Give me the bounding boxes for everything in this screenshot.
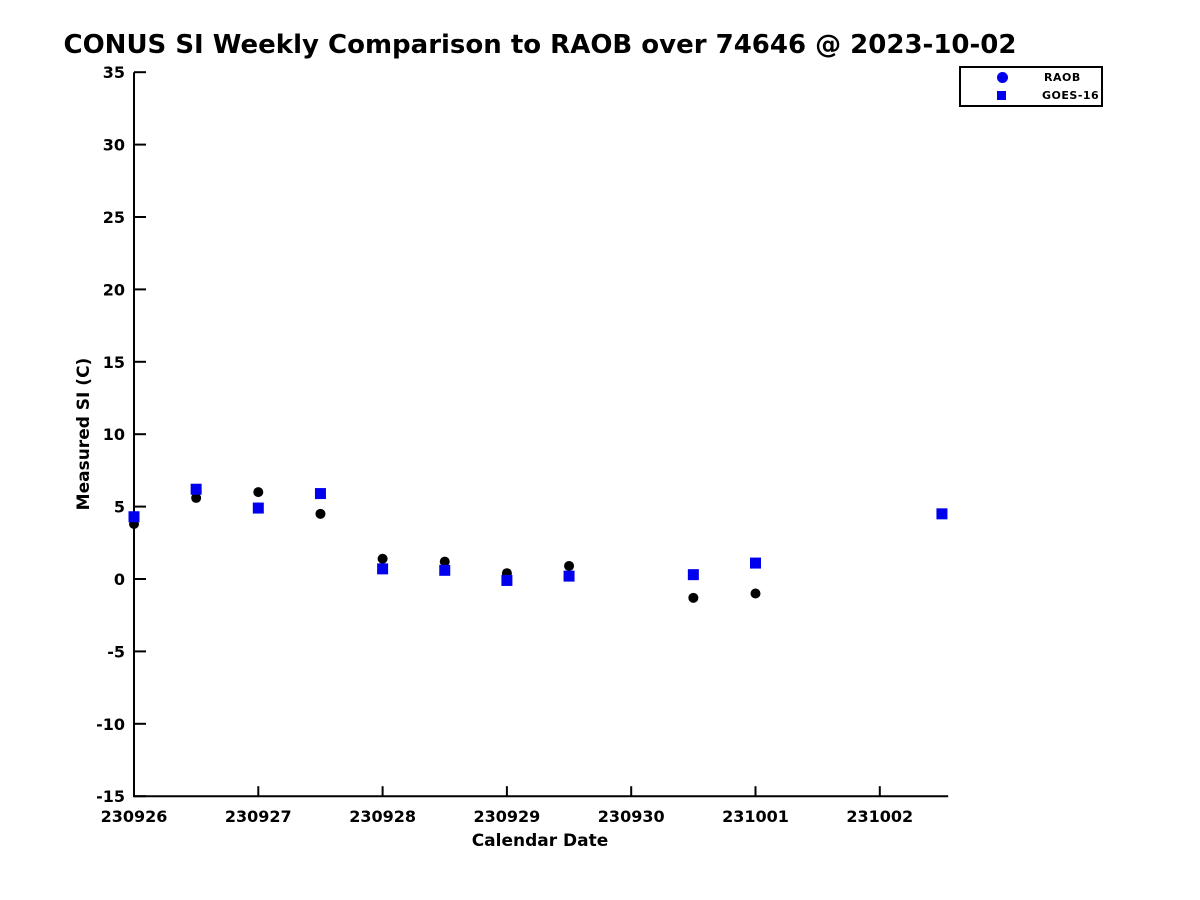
legend-raob-circle-icon (997, 72, 1008, 84)
legend-goes16-label: GOES-16 (1042, 88, 1100, 102)
y-tick-label: -5 (107, 642, 125, 661)
y-tick-label: 35 (103, 63, 125, 82)
y-tick-label: 0 (114, 570, 125, 589)
y-tick-label: -10 (96, 715, 125, 734)
x-axis-title: Calendar Date (471, 831, 609, 851)
y-tick-label: 15 (103, 353, 125, 372)
legend-raob-label: RAOB (1044, 71, 1081, 85)
x-tick-label: 230926 (101, 807, 168, 826)
raob-data-point (439, 556, 450, 567)
x-tick-label: 230929 (474, 807, 541, 826)
y-tick-label: 25 (103, 208, 125, 227)
goes16-data-point (501, 574, 513, 586)
raob-data-point (688, 592, 699, 603)
raob-data-point (564, 560, 575, 571)
goes16-data-point (314, 488, 326, 500)
legend-item-raob: RAOB (961, 70, 1101, 86)
x-tick-label: 230927 (225, 807, 292, 826)
raob-data-point (377, 553, 388, 564)
chart-title: CONUS SI Weekly Comparison to RAOB over … (63, 30, 1017, 60)
y-tick-label: 10 (103, 425, 125, 444)
x-tick-label: 231002 (846, 807, 913, 826)
y-tick-label: 30 (103, 136, 125, 155)
raob-data-point (191, 492, 202, 503)
y-tick-label: 5 (114, 498, 125, 517)
x-tick-label: 230928 (349, 807, 416, 826)
legend-item-goes16: GOES-16 (961, 87, 1101, 103)
y-tick-label: 20 (103, 280, 125, 299)
raob-data-point (315, 508, 326, 519)
goes16-data-point (936, 508, 948, 520)
goes16-data-point (563, 570, 575, 582)
legend-goes16-square-icon (997, 90, 1006, 100)
goes16-data-point (439, 564, 451, 576)
goes16-data-point (687, 569, 699, 581)
raob-data-point (253, 487, 264, 498)
goes16-data-point (128, 511, 140, 523)
goes16-data-point (377, 563, 389, 575)
goes16-data-point (252, 502, 264, 514)
legend: RAOB GOES-16 (959, 66, 1103, 107)
raob-data-point (750, 588, 761, 599)
x-tick-label: 230930 (598, 807, 665, 826)
goes16-data-point (750, 557, 761, 569)
goes16-data-point (190, 483, 202, 495)
y-tick-label: -15 (96, 787, 125, 806)
x-tick-label: 231001 (722, 807, 789, 826)
